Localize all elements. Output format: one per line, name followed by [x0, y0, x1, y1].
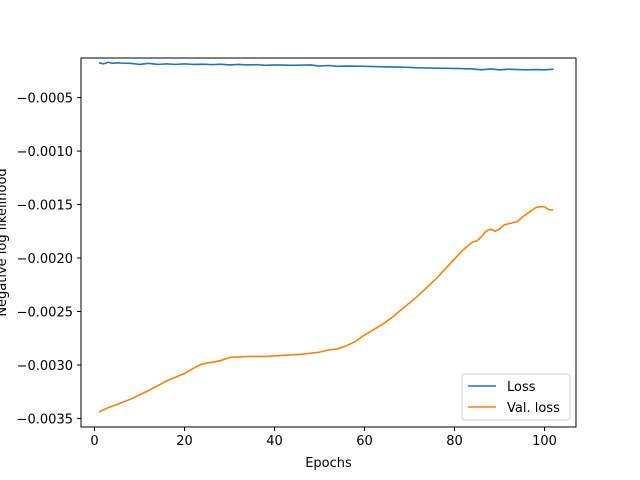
y-tick-label: −0.0015	[17, 199, 73, 214]
series-lines	[98, 61, 554, 413]
x-tick-label: 20	[176, 434, 193, 449]
x-ticks: 0 20 40 60 80 100	[90, 427, 557, 449]
y-tick-label: −0.0025	[17, 305, 73, 320]
plot-frame	[80, 57, 577, 428]
series-line-0	[98, 61, 554, 71]
x-tick-label: 0	[90, 434, 98, 449]
y-tick-label: −0.0020	[17, 252, 73, 267]
x-axis-label: Epochs	[305, 456, 352, 471]
y-tick-label: −0.0030	[17, 359, 73, 374]
x-tick-label: 100	[532, 434, 557, 449]
x-tick-label: 80	[446, 434, 463, 449]
y-tick-label: −0.0035	[17, 412, 73, 427]
y-ticks: −0.0005 −0.0010 −0.0015 −0.0020 −0.0025 −0.00…	[17, 92, 81, 427]
series-line-1	[98, 205, 554, 413]
y-axis-label: Negative log likelihood	[0, 168, 10, 316]
x-tick-label: 60	[356, 434, 373, 449]
legend-label-loss: Loss	[507, 380, 536, 395]
x-tick-label: 40	[266, 434, 283, 449]
y-tick-label: −0.0010	[17, 145, 73, 160]
legend-label-val-loss: Val. loss	[507, 401, 560, 416]
y-tick-label: −0.0005	[17, 92, 73, 107]
legend: Loss Val. loss	[461, 373, 571, 421]
